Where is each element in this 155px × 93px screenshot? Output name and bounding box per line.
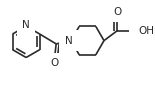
Text: OH: OH [139,26,155,36]
Text: O: O [50,58,59,68]
Text: N: N [65,36,72,46]
Text: O: O [113,7,121,17]
Text: N: N [22,20,30,30]
